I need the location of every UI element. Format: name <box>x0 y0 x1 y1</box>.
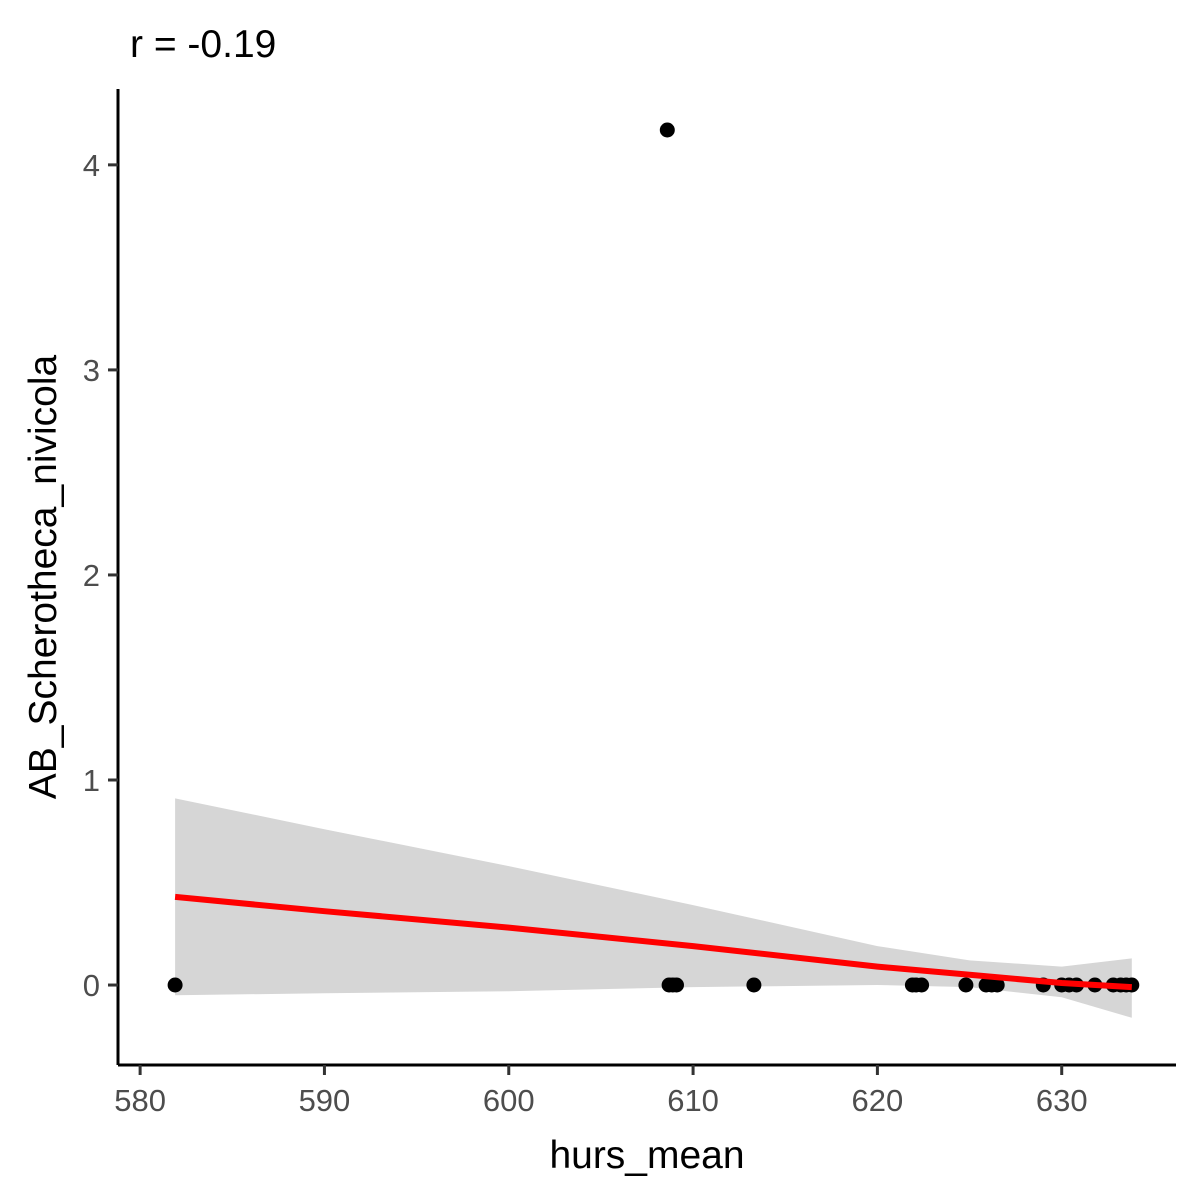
x-axis-title: hurs_mean <box>549 1134 744 1177</box>
x-axis-ticks: 580 590 600 610 620 630 <box>114 1065 1088 1118</box>
x-tick-label-630: 630 <box>1036 1083 1088 1118</box>
x-tick-label-590: 590 <box>299 1083 351 1118</box>
x-tick-label-610: 610 <box>667 1083 719 1118</box>
data-point-6 <box>746 977 762 993</box>
data-point-2 <box>659 122 675 138</box>
data-point-5 <box>669 977 684 993</box>
y-axis-title: AB_Scherotheca_nivicola <box>22 354 65 799</box>
points-layer <box>167 122 1140 993</box>
confidence-ribbon <box>175 798 1132 1018</box>
data-point-13 <box>989 977 1005 993</box>
y-tick-label-2: 2 <box>83 558 100 593</box>
x-tick-label-580: 580 <box>114 1083 166 1118</box>
y-tick-label-1: 1 <box>83 763 100 798</box>
y-tick-label-4: 4 <box>83 148 100 183</box>
data-point-9 <box>914 977 930 993</box>
fit-line-layer <box>174 893 1132 991</box>
y-tick-label-0: 0 <box>83 968 100 1003</box>
confidence-ribbon-layer <box>175 798 1132 1018</box>
x-tick-label-600: 600 <box>483 1083 535 1118</box>
data-point-1 <box>167 977 183 993</box>
y-tick-label-3: 3 <box>83 353 100 388</box>
data-point-10 <box>958 977 974 993</box>
plot-title: r = -0.19 <box>130 23 276 66</box>
fit-line <box>174 893 1132 991</box>
x-tick-label-620: 620 <box>852 1083 904 1118</box>
y-axis-ticks: 0 1 2 3 4 <box>83 148 118 1003</box>
